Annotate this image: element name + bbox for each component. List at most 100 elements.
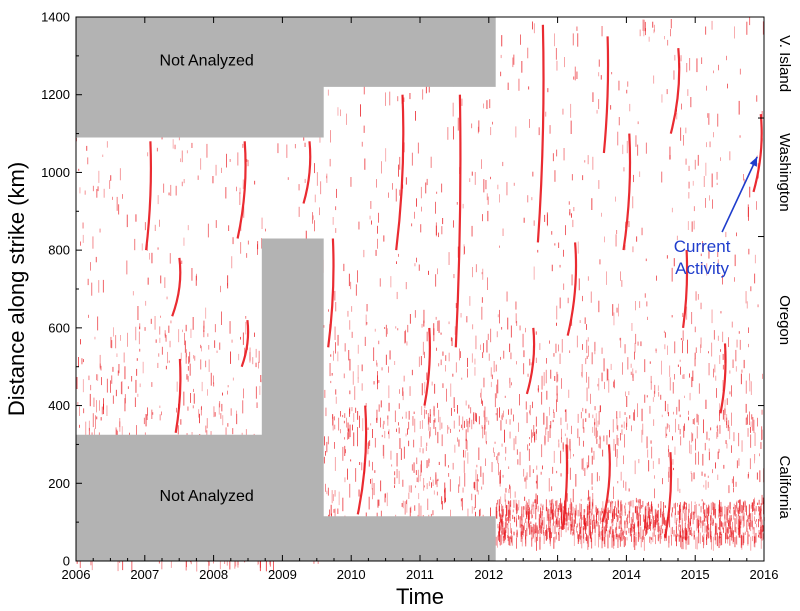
tremor-detection [503, 509, 504, 516]
tremor-detection [737, 527, 739, 536]
tremor-detection [597, 520, 599, 527]
tremor-detection [725, 231, 727, 238]
tremor-detection [611, 533, 613, 537]
tremor-detection [581, 364, 583, 378]
tremor-detection [747, 531, 749, 545]
tremor-detection [84, 190, 86, 195]
tremor-detection [592, 92, 594, 102]
tremor-detection [503, 528, 505, 535]
tremor-detection [529, 465, 531, 478]
tremor-detection [700, 516, 702, 529]
tremor-detection [559, 297, 561, 309]
tremor-detection [586, 517, 588, 527]
tremor-detection [731, 445, 732, 453]
tremor-detection [388, 429, 390, 439]
tremor-detection [586, 534, 588, 544]
tremor-detection [428, 458, 430, 463]
tremor-detection [327, 487, 329, 496]
tremor-detection [213, 375, 214, 384]
x-tick-label: 2015 [681, 567, 710, 582]
tremor-detection [722, 380, 724, 391]
tremor-detection [181, 260, 183, 264]
tremor-detection [689, 392, 691, 401]
tremor-detection [571, 503, 573, 512]
tremor-detection [403, 97, 405, 102]
tremor-detection [598, 521, 600, 535]
tremor-detection [510, 408, 512, 415]
tremor-detection [416, 457, 418, 465]
tremor-detection [160, 315, 161, 318]
tremor-detection [575, 504, 577, 516]
tremor-detection [420, 186, 422, 199]
tremor-detection [535, 505, 537, 510]
tremor-detection [390, 276, 392, 288]
tremor-detection [485, 458, 486, 466]
tremor-detection [750, 421, 752, 428]
tremor-detection [687, 339, 688, 354]
tremor-detection [663, 516, 665, 525]
tremor-detection [327, 89, 329, 96]
tremor-detection [352, 371, 354, 385]
tremor-detection [580, 411, 582, 419]
tremor-detection [720, 531, 722, 536]
tremor-detection [711, 536, 712, 550]
tremor-detection [408, 485, 410, 493]
tremor-detection [722, 353, 724, 360]
tremor-detection [483, 179, 485, 193]
tremor-detection [722, 274, 723, 285]
tremor-detection [605, 529, 607, 538]
tremor-detection [167, 351, 168, 364]
tremor-detection [671, 315, 673, 318]
tremor-detection [754, 273, 756, 284]
tremor-detection [624, 412, 626, 415]
tremor-detection [564, 433, 566, 437]
tremor-detection [185, 352, 187, 364]
tremor-detection [728, 485, 730, 494]
tremor-detection [495, 364, 497, 372]
tremor-detection [741, 369, 743, 373]
tremor-detection [499, 471, 501, 484]
tremor-detection [546, 390, 548, 400]
tremor-detection [700, 253, 702, 257]
tremor-detection [348, 350, 350, 361]
tremor-detection [364, 336, 366, 346]
tremor-episode [536, 24, 545, 243]
tremor-detection [522, 524, 524, 535]
tremor-detection [556, 305, 558, 320]
tremor-detection [366, 322, 368, 325]
tremor-detection [547, 531, 548, 540]
tremor-detection [100, 365, 102, 371]
tremor-detection [404, 501, 406, 515]
tremor-detection [323, 325, 325, 328]
tremor-detection [435, 222, 437, 237]
tremor-detection [99, 400, 100, 411]
tremor-detection [588, 413, 590, 418]
tremor-detection [429, 409, 431, 417]
tremor-detection [746, 505, 747, 516]
tremor-detection [334, 290, 336, 301]
tremor-detection [516, 518, 517, 527]
tremor-detection [505, 456, 506, 461]
tremor-detection [641, 408, 643, 422]
tremor-detection [674, 54, 676, 61]
tremor-detection [581, 517, 583, 520]
tremor-detection [760, 503, 762, 512]
tremor-detection [525, 475, 527, 489]
tremor-detection [509, 377, 511, 384]
tremor-detection [682, 312, 684, 317]
tremor-detection [145, 300, 147, 306]
tremor-detection [715, 462, 716, 469]
tremor-detection [674, 446, 676, 455]
tremor-detection [563, 283, 565, 290]
tremor-detection [377, 225, 378, 234]
tremor-detection [692, 511, 694, 515]
tremor-detection [647, 505, 649, 518]
tremor-detection [741, 535, 743, 550]
tremor-detection [641, 505, 643, 509]
tremor-detection [639, 301, 641, 308]
tremor-detection [382, 424, 384, 429]
tremor-detection [90, 384, 92, 391]
tremor-detection [706, 526, 708, 533]
tremor-detection [530, 510, 532, 515]
tremor-detection [368, 441, 370, 449]
